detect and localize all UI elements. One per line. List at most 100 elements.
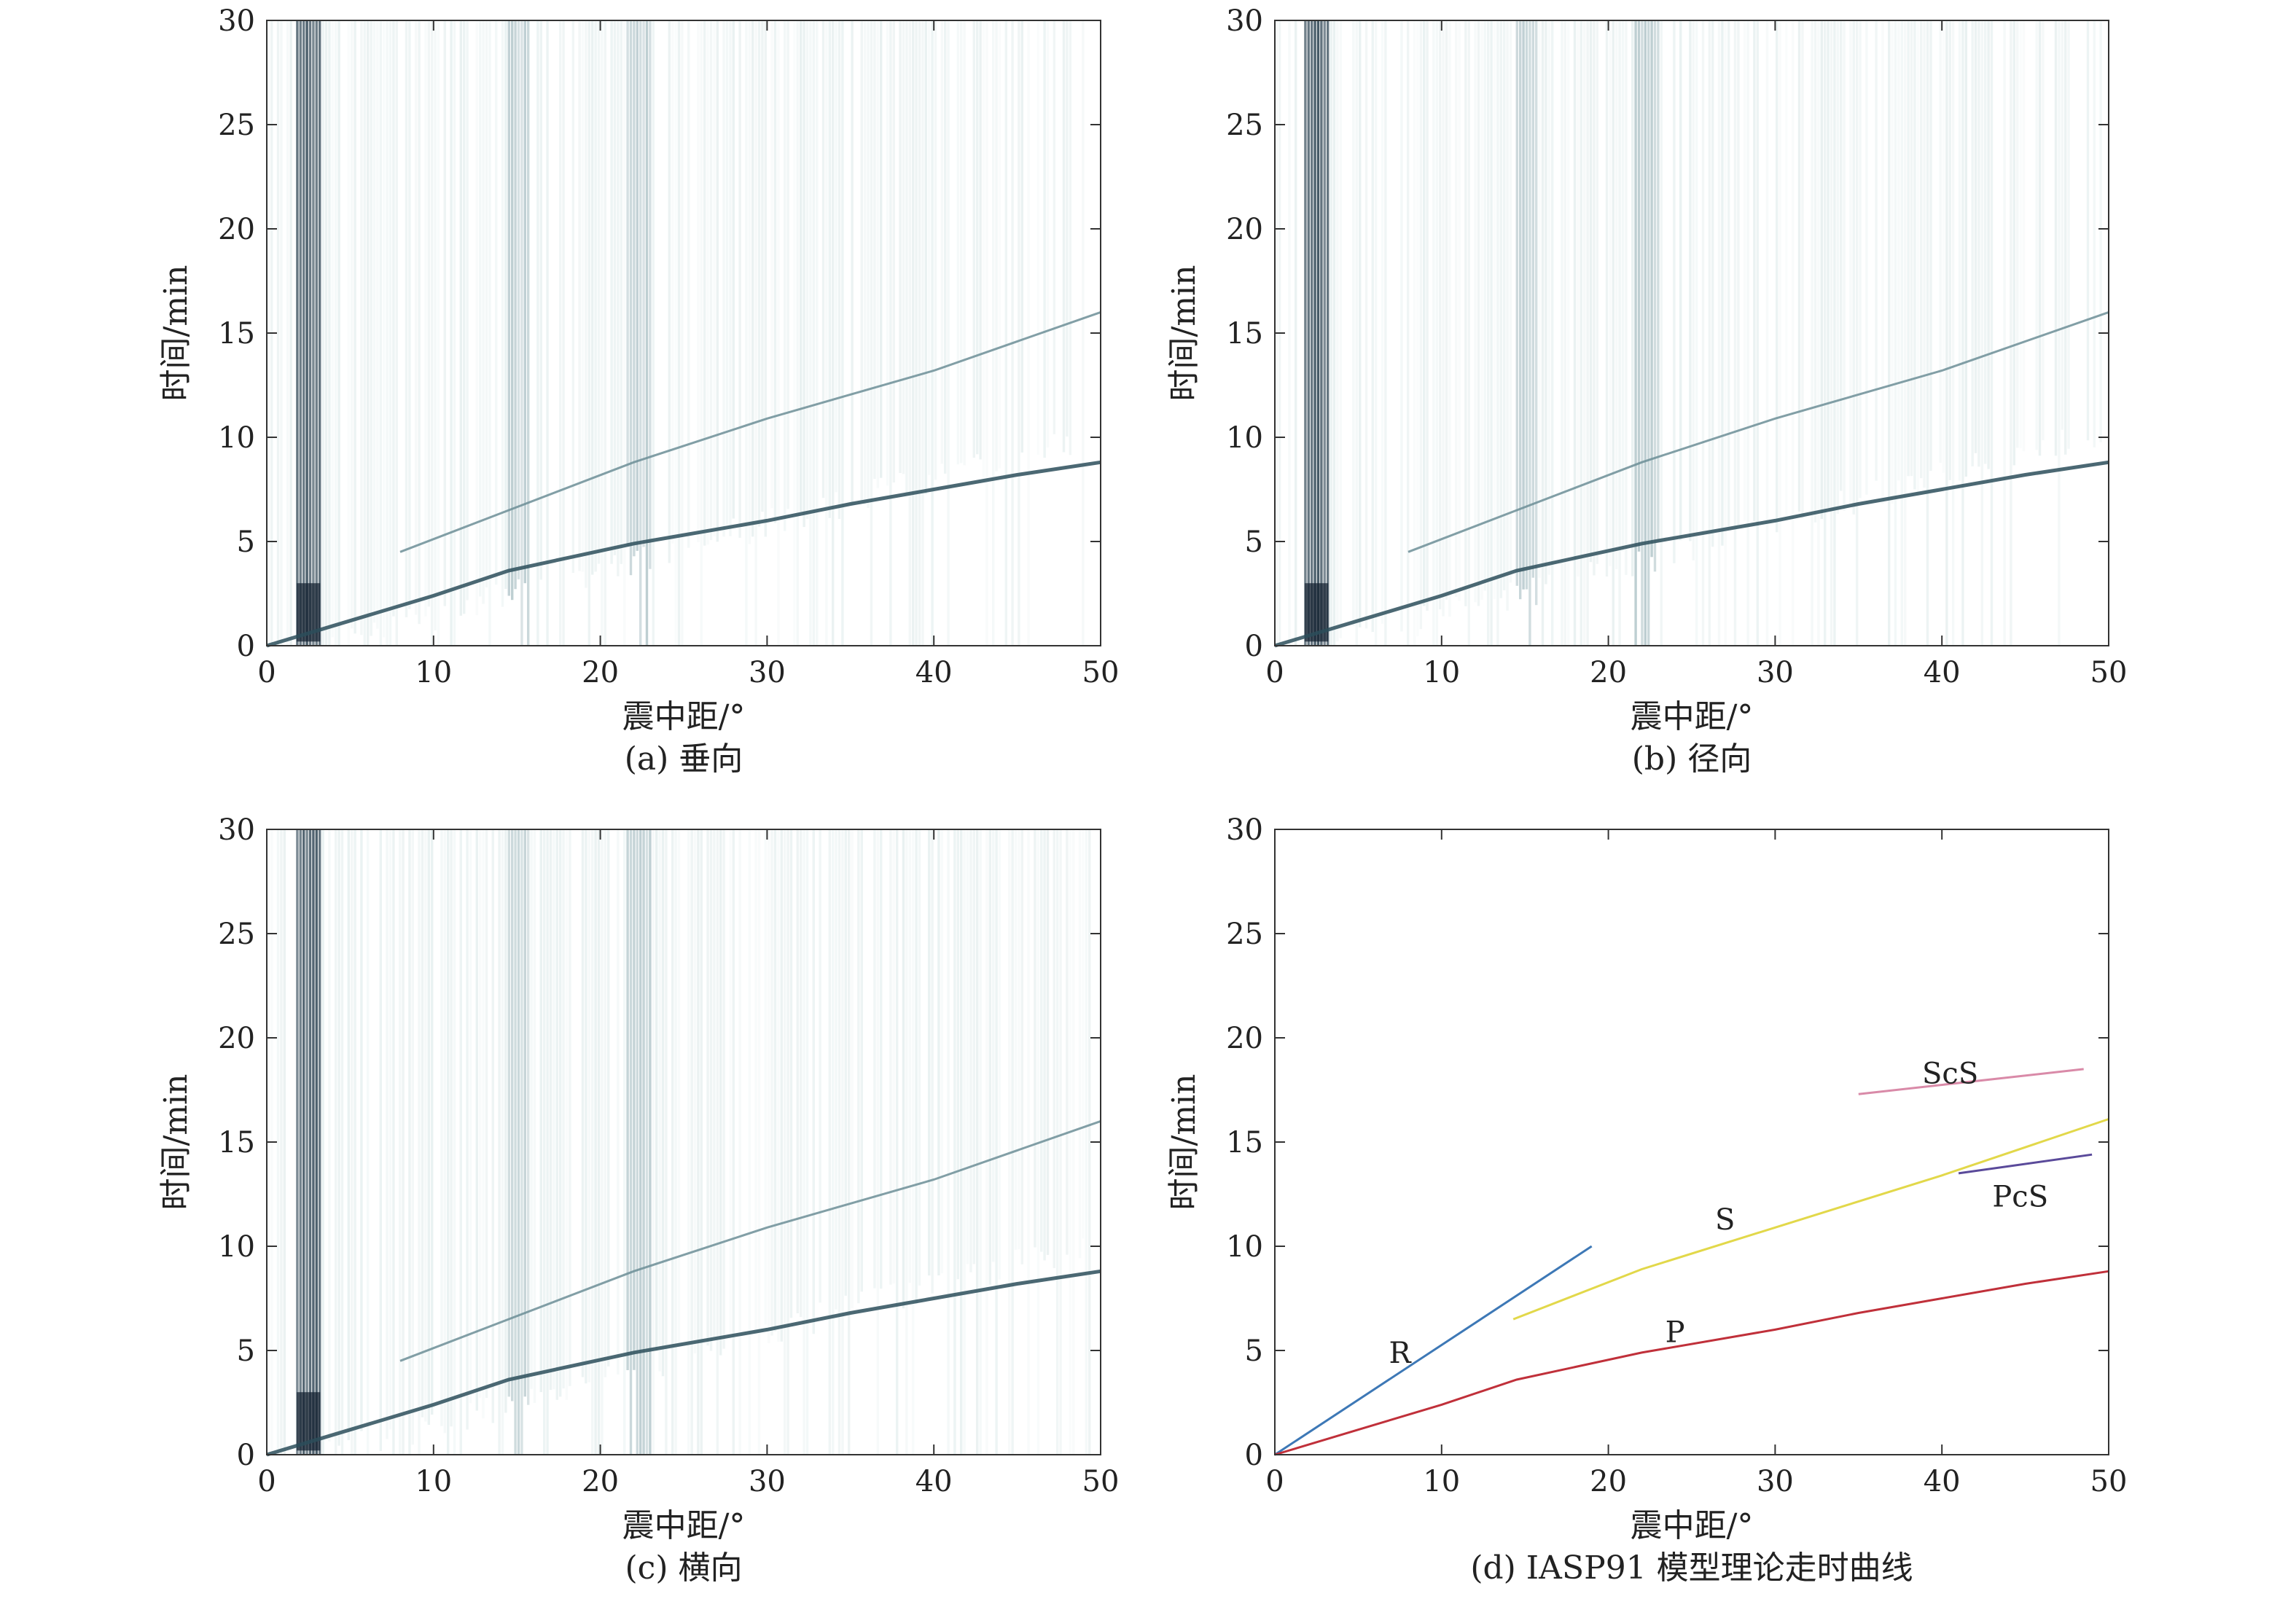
trace-column xyxy=(418,20,421,625)
trace-column xyxy=(800,20,803,512)
trace-column xyxy=(1737,20,1740,526)
x-tick-label: 0 xyxy=(1265,656,1284,689)
x-tick-label: 40 xyxy=(915,656,953,689)
trace-column xyxy=(1320,20,1323,646)
trace-column xyxy=(1625,20,1628,575)
trace-column xyxy=(636,20,639,551)
trace-column xyxy=(597,829,601,1455)
trace-column xyxy=(1066,20,1069,437)
trace-column xyxy=(392,20,395,617)
trace-column xyxy=(479,829,482,1398)
trace-column xyxy=(613,20,617,555)
trace-column xyxy=(383,20,386,638)
trace-column xyxy=(1824,20,1827,646)
trace-column xyxy=(700,20,703,646)
trace-column xyxy=(677,829,681,1346)
trace-column xyxy=(585,829,587,1384)
trace-column xyxy=(2058,20,2061,646)
trace-column xyxy=(578,20,581,571)
trace-column xyxy=(1034,829,1036,1248)
trace-column xyxy=(1506,20,1509,611)
trace-column xyxy=(536,20,539,646)
trace-column xyxy=(1948,20,1951,480)
trace-column xyxy=(995,829,998,1455)
trace-column xyxy=(1522,20,1525,590)
trace-column xyxy=(896,829,899,1455)
trace-column xyxy=(1046,20,1050,448)
trace-column xyxy=(485,829,488,1399)
trace-column xyxy=(706,20,709,545)
trace-column xyxy=(495,20,498,585)
trace-column xyxy=(594,829,597,1455)
trace-column xyxy=(1695,20,1698,646)
trace-column xyxy=(1323,20,1326,646)
trace-column xyxy=(786,20,789,509)
trace-column xyxy=(1027,20,1030,646)
trace-column xyxy=(539,829,542,1393)
trace-column xyxy=(645,20,649,646)
trace-column xyxy=(351,20,354,629)
trace-column xyxy=(665,829,668,1455)
y-tick-label: 10 xyxy=(218,421,255,455)
trace-column xyxy=(491,829,494,1423)
trace-column xyxy=(1509,20,1512,583)
x-tick-label: 50 xyxy=(2090,656,2128,689)
trace-column xyxy=(623,829,626,1455)
trace-column xyxy=(819,829,821,1303)
trace-column xyxy=(873,829,876,1289)
trace-column xyxy=(466,829,469,1430)
trace-column xyxy=(1753,20,1756,521)
trace-column xyxy=(514,20,517,590)
trace-column xyxy=(347,20,350,646)
trace-column xyxy=(1776,20,1778,533)
trace-column xyxy=(937,829,940,1275)
trace-column xyxy=(1503,20,1506,590)
trace-column xyxy=(1359,20,1362,628)
trace-column xyxy=(876,829,879,1455)
trace-column xyxy=(915,829,918,1304)
trace-column xyxy=(1020,20,1023,453)
trace-column xyxy=(1419,20,1422,630)
trace-column xyxy=(324,20,328,646)
trace-column xyxy=(1894,20,1897,646)
trace-column xyxy=(770,20,773,509)
trace-column xyxy=(1916,20,1919,496)
trace-column xyxy=(661,829,665,1377)
trace-column xyxy=(732,829,735,1455)
trace-column xyxy=(1990,20,1994,646)
trace-column xyxy=(328,20,331,646)
trace-column xyxy=(1820,20,1823,519)
trace-column xyxy=(482,20,485,604)
trace-column xyxy=(982,20,985,480)
trace-column xyxy=(1904,20,1907,646)
trace-column xyxy=(921,20,924,646)
trace-column xyxy=(992,20,995,646)
trace-column xyxy=(1717,20,1721,646)
x-tick-label: 30 xyxy=(1757,656,1794,689)
trace-column xyxy=(1307,20,1310,646)
trace-column xyxy=(786,829,789,1455)
trace-column xyxy=(719,829,722,1356)
trace-column xyxy=(539,20,542,580)
trace-column xyxy=(960,20,963,464)
trace-column xyxy=(995,20,998,472)
series-line-ScS xyxy=(1858,1068,2084,1095)
trace-column xyxy=(1043,20,1046,458)
trace-column xyxy=(1926,20,1929,646)
trace-column xyxy=(639,20,642,646)
trace-column xyxy=(738,20,741,538)
trace-column xyxy=(649,829,652,1455)
trace-column xyxy=(585,20,587,588)
trace-column xyxy=(832,829,835,1455)
trace-column xyxy=(652,20,655,646)
trace-column xyxy=(1538,20,1541,578)
trace-column xyxy=(1657,20,1660,542)
trace-column xyxy=(1593,20,1596,576)
trace-column xyxy=(757,20,761,527)
trace-column xyxy=(559,20,562,646)
trace-column xyxy=(1852,20,1855,515)
trace-column xyxy=(1464,20,1467,606)
series-line-PcS xyxy=(1958,1153,2093,1175)
phase-trace-S xyxy=(399,310,1101,553)
trace-column xyxy=(876,20,879,488)
